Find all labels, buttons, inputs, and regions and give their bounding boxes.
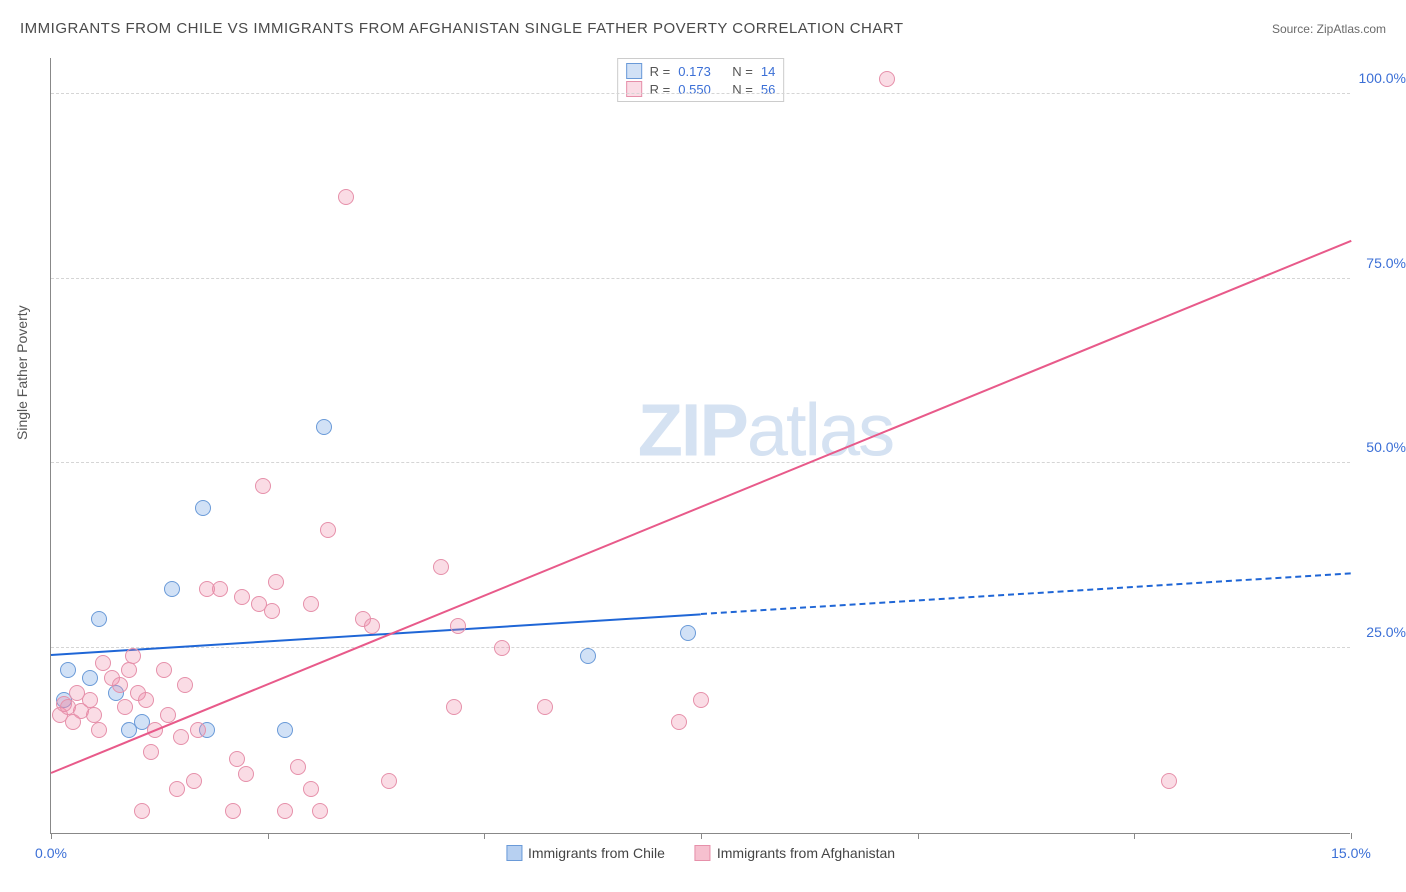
data-point-afghanistan	[225, 803, 241, 819]
watermark: ZIPatlas	[638, 388, 893, 473]
data-point-afghanistan	[446, 699, 462, 715]
y-tick-label: 25.0%	[1366, 624, 1406, 640]
x-tick-label: 0.0%	[35, 845, 67, 861]
legend-series: Immigrants from Chile Immigrants from Afg…	[506, 845, 895, 861]
data-point-chile	[680, 625, 696, 641]
legend-r-label: R =	[650, 82, 671, 97]
x-tick	[701, 833, 702, 839]
trendline-chile	[701, 572, 1351, 615]
legend-swatch	[506, 845, 522, 861]
data-point-afghanistan	[117, 699, 133, 715]
legend-series-item: Immigrants from Chile	[506, 845, 665, 861]
legend-series-label: Immigrants from Chile	[528, 845, 665, 861]
data-point-afghanistan	[537, 699, 553, 715]
y-tick-label: 75.0%	[1366, 255, 1406, 271]
data-point-chile	[195, 500, 211, 516]
data-point-afghanistan	[433, 559, 449, 575]
data-point-afghanistan	[82, 692, 98, 708]
watermark-bold: ZIP	[638, 389, 747, 472]
data-point-chile	[277, 722, 293, 738]
data-point-afghanistan	[121, 662, 137, 678]
y-tick-label: 50.0%	[1366, 439, 1406, 455]
data-point-afghanistan	[86, 707, 102, 723]
legend-swatch	[626, 63, 642, 79]
gridline	[51, 647, 1350, 648]
legend-n-value: 14	[761, 64, 775, 79]
gridline	[51, 278, 1350, 279]
legend-n-label: N =	[732, 64, 753, 79]
chart-title: IMMIGRANTS FROM CHILE VS IMMIGRANTS FROM…	[20, 20, 904, 37]
data-point-afghanistan	[277, 803, 293, 819]
data-point-afghanistan	[212, 581, 228, 597]
data-point-afghanistan	[95, 655, 111, 671]
data-point-afghanistan	[169, 781, 185, 797]
y-axis-label: Single Father Poverty	[14, 305, 30, 440]
data-point-afghanistan	[190, 722, 206, 738]
legend-row-afghanistan: R = 0.550 N = 56	[626, 80, 776, 98]
legend-correlation: R = 0.173 N = 14 R = 0.550 N = 56	[617, 58, 785, 102]
legend-series-label: Immigrants from Afghanistan	[717, 845, 895, 861]
x-tick	[484, 833, 485, 839]
legend-swatch	[695, 845, 711, 861]
legend-r-value: 0.173	[678, 64, 724, 79]
data-point-afghanistan	[229, 751, 245, 767]
data-point-afghanistan	[173, 729, 189, 745]
data-point-chile	[60, 662, 76, 678]
y-tick-label: 100.0%	[1359, 70, 1406, 86]
data-point-afghanistan	[91, 722, 107, 738]
data-point-afghanistan	[125, 648, 141, 664]
data-point-afghanistan	[364, 618, 380, 634]
legend-row-chile: R = 0.173 N = 14	[626, 62, 776, 80]
data-point-afghanistan	[238, 766, 254, 782]
data-point-afghanistan	[879, 71, 895, 87]
data-point-chile	[164, 581, 180, 597]
data-point-afghanistan	[177, 677, 193, 693]
data-point-afghanistan	[312, 803, 328, 819]
data-point-afghanistan	[671, 714, 687, 730]
data-point-afghanistan	[450, 618, 466, 634]
data-point-afghanistan	[234, 589, 250, 605]
data-point-chile	[316, 419, 332, 435]
plot-area: ZIPatlas R =0.173N =14R =0.550N =56 Immi…	[50, 58, 1350, 834]
gridline	[51, 93, 1350, 94]
x-tick	[1351, 833, 1352, 839]
data-point-afghanistan	[134, 803, 150, 819]
data-point-afghanistan	[1161, 773, 1177, 789]
data-point-afghanistan	[303, 596, 319, 612]
x-tick	[918, 833, 919, 839]
data-point-afghanistan	[338, 189, 354, 205]
gridline	[51, 462, 1350, 463]
source-label: Source: ZipAtlas.com	[1272, 22, 1386, 36]
legend-n-label: N =	[732, 82, 753, 97]
data-point-afghanistan	[494, 640, 510, 656]
data-point-afghanistan	[186, 773, 202, 789]
data-point-afghanistan	[381, 773, 397, 789]
data-point-afghanistan	[143, 744, 159, 760]
data-point-afghanistan	[303, 781, 319, 797]
legend-r-label: R =	[650, 64, 671, 79]
legend-r-value: 0.550	[678, 82, 724, 97]
data-point-afghanistan	[112, 677, 128, 693]
data-point-afghanistan	[138, 692, 154, 708]
x-tick	[1134, 833, 1135, 839]
data-point-chile	[82, 670, 98, 686]
data-point-afghanistan	[290, 759, 306, 775]
x-tick-label: 15.0%	[1331, 845, 1371, 861]
data-point-afghanistan	[268, 574, 284, 590]
data-point-afghanistan	[255, 478, 271, 494]
data-point-chile	[580, 648, 596, 664]
legend-series-item: Immigrants from Afghanistan	[695, 845, 895, 861]
x-tick	[268, 833, 269, 839]
data-point-afghanistan	[320, 522, 336, 538]
data-point-afghanistan	[156, 662, 172, 678]
x-tick	[51, 833, 52, 839]
data-point-afghanistan	[264, 603, 280, 619]
legend-n-value: 56	[761, 82, 775, 97]
data-point-afghanistan	[693, 692, 709, 708]
data-point-chile	[91, 611, 107, 627]
legend-swatch	[626, 81, 642, 97]
